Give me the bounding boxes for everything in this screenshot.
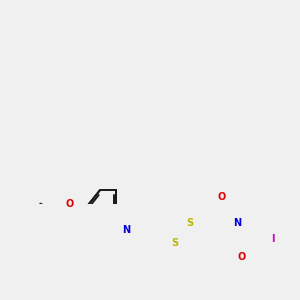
Text: I: I xyxy=(271,234,275,244)
Text: O: O xyxy=(237,251,245,262)
Text: O: O xyxy=(65,199,74,209)
Text: O: O xyxy=(217,192,226,202)
Text: S: S xyxy=(186,218,193,229)
Text: N: N xyxy=(233,218,241,229)
Text: N: N xyxy=(122,225,130,235)
Text: S: S xyxy=(172,238,179,248)
